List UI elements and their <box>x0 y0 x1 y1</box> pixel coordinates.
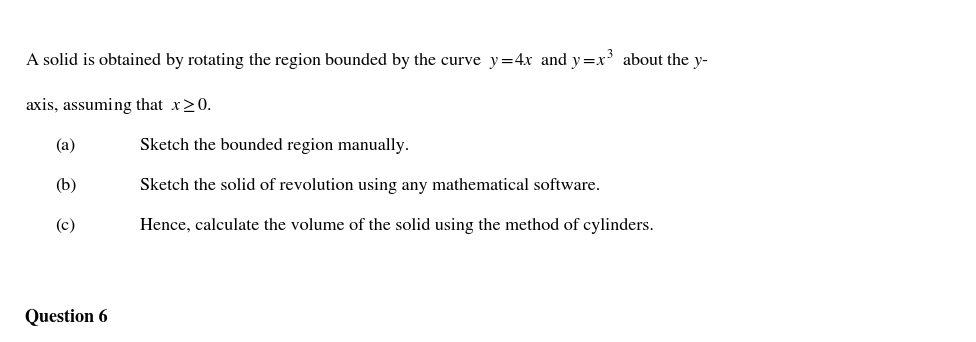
Text: Sketch the bounded region manually.: Sketch the bounded region manually. <box>140 138 409 154</box>
Text: (a): (a) <box>55 138 75 154</box>
Text: Question 6: Question 6 <box>25 308 107 325</box>
Text: (c): (c) <box>55 218 75 234</box>
Text: A solid is obtained by rotating the region bounded by the curve  $y = 4x$  and $: A solid is obtained by rotating the regi… <box>25 48 709 72</box>
Text: (b): (b) <box>55 178 76 194</box>
Text: Sketch the solid of revolution using any mathematical software.: Sketch the solid of revolution using any… <box>140 178 600 194</box>
Text: axis, assuming that  $x \geq 0$.: axis, assuming that $x \geq 0$. <box>25 95 211 116</box>
Text: Hence, calculate the volume of the solid using the method of cylinders.: Hence, calculate the volume of the solid… <box>140 218 654 234</box>
